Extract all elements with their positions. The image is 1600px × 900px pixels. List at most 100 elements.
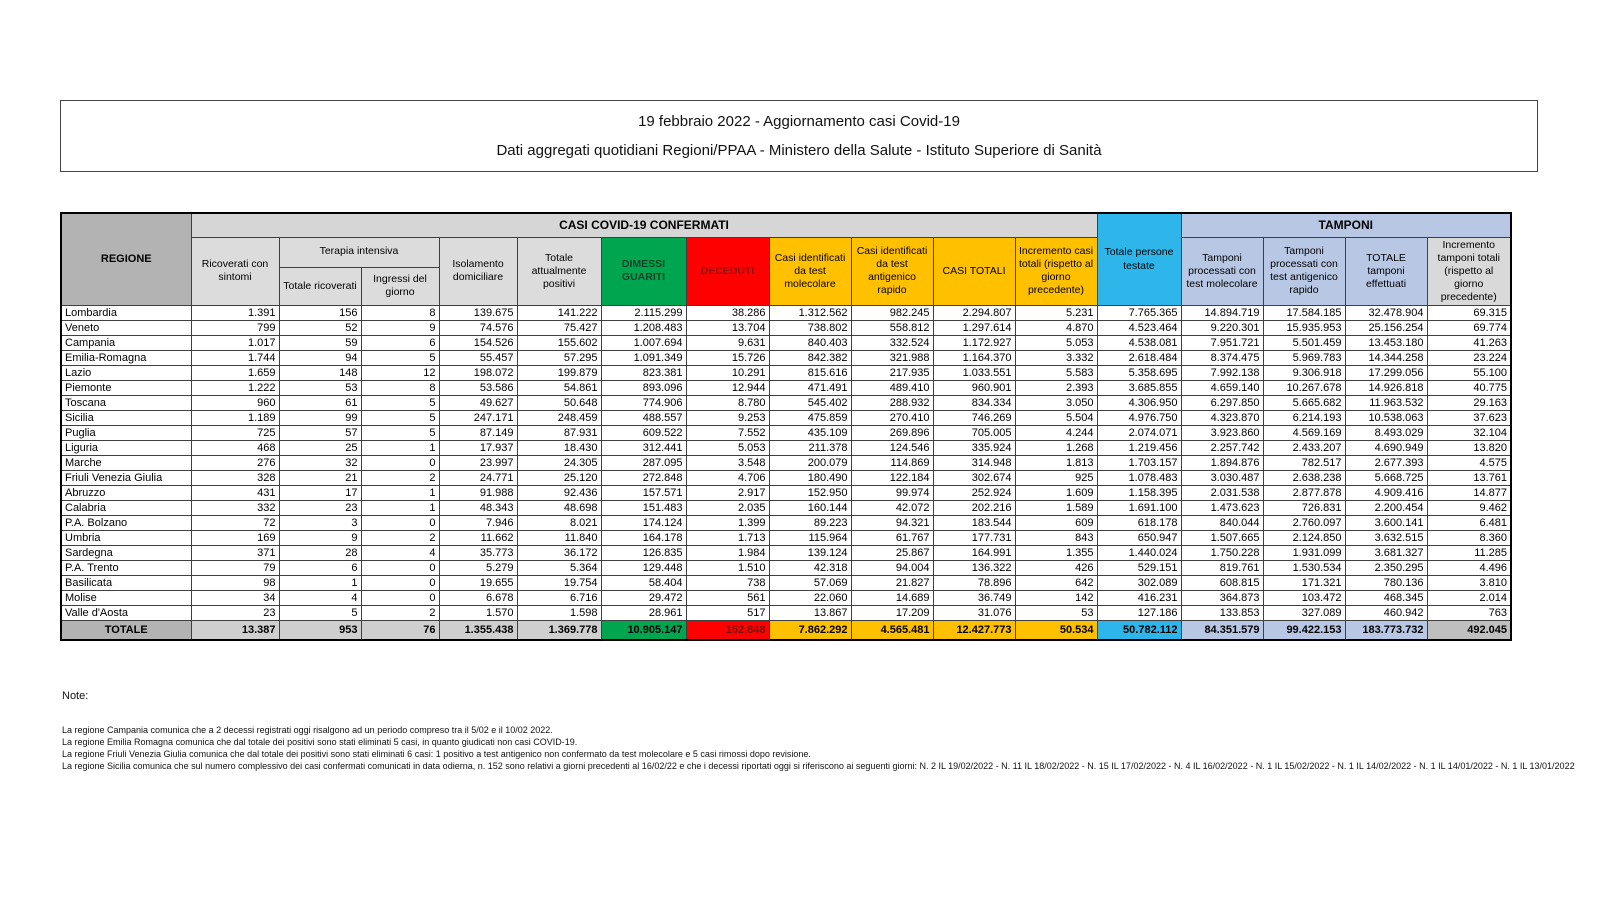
notes-section: Note: La regione Campania comunica che a… [62,690,1575,772]
data-cell: 9 [360,320,440,337]
data-cell: 7.765.365 [1096,305,1182,322]
data-cell: 517 [685,605,770,622]
data-cell: 6.214.193 [1262,410,1346,427]
data-cell: 2.760.097 [1262,515,1346,532]
data-cell: 1.530.534 [1262,560,1346,577]
data-cell: 3.923.860 [1180,425,1264,442]
data-cell: 58.404 [600,575,687,592]
region-cell: Puglia [60,425,192,442]
data-cell: 1.007.694 [600,335,687,352]
data-cell: 1.984 [685,545,770,562]
data-cell: 124.546 [850,440,934,457]
data-cell: 5.501.459 [1262,335,1346,352]
table-row: Abruzzo 431 17 1 91.988 92.436 157.571 2.917 152… [60,485,1512,502]
data-cell: 843 [1014,530,1098,547]
data-cell: 5.364 [516,560,602,577]
data-cell: 69.315 [1426,305,1512,322]
data-cell: 18.430 [516,440,602,457]
data-cell: 252.924 [932,485,1016,502]
data-cell: 6.716 [516,590,602,607]
data-cell: 6 [278,560,362,577]
col-header-dimessi-guariti: DIMESSI GUARITI [600,236,687,307]
data-cell: 545.402 [768,395,852,412]
data-cell: 371 [190,545,280,562]
data-cell: 25.867 [850,545,934,562]
data-cell: 3.810 [1426,575,1512,592]
data-cell: 17.584.185 [1262,305,1346,322]
data-cell: 5.668.725 [1344,470,1428,487]
data-cell: 1.894.876 [1180,455,1264,472]
data-cell: 2.115.299 [600,305,687,322]
region-cell: Campania [60,335,192,352]
col-header-incremento-casi-totali: Incremento casi totali (rispetto al gior… [1014,236,1098,307]
data-cell: 5 [360,425,440,442]
data-cell: 2 [360,530,440,547]
data-cell: 12.427.773 [932,620,1016,641]
data-cell: 9.306.918 [1262,365,1346,382]
data-cell: 4.323.870 [1180,410,1264,427]
data-cell: 4.870 [1014,320,1098,337]
data-cell: 14.877 [1426,485,1512,502]
data-cell: 94.004 [850,560,934,577]
data-cell: 3 [278,515,362,532]
data-cell: 726.831 [1262,500,1346,517]
data-cell: 3.600.141 [1344,515,1428,532]
table-row: Toscana 960 61 5 49.627 50.648 774.906 8.780 545… [60,395,1512,412]
data-cell: 183.544 [932,515,1016,532]
data-cell: 211.378 [768,440,852,457]
data-cell: 489.410 [850,380,934,397]
data-cell: 17 [278,485,362,502]
data-cell: 156 [278,305,362,322]
data-cell: 416.231 [1096,590,1182,607]
data-cell: 248.459 [516,410,602,427]
data-cell: 164.178 [600,530,687,547]
data-cell: 23.997 [438,455,518,472]
data-cell: 1.589 [1014,500,1098,517]
data-cell: 10.291 [685,365,770,382]
data-cell: 312.441 [600,440,687,457]
data-cell: 4.976.750 [1096,410,1182,427]
data-cell: 183.773.732 [1344,620,1428,641]
data-cell: 34 [190,590,280,607]
data-cell: 1 [360,440,440,457]
table-header: REGIONE CASI COVID-19 CONFERMATI Totale … [60,212,1512,307]
data-cell: 5.969.783 [1262,350,1346,367]
data-cell: 139.124 [768,545,852,562]
data-cell: 5 [360,395,440,412]
data-cell: 8.780 [685,395,770,412]
data-cell: 763 [1426,605,1512,622]
data-cell: 819.761 [1180,560,1264,577]
data-cell: 1.355 [1014,545,1098,562]
data-cell: 328 [190,470,280,487]
data-cell: 1.208.483 [600,320,687,337]
data-cell: 42.318 [768,560,852,577]
data-cell: 31.076 [932,605,1016,622]
data-cell: 35.773 [438,545,518,562]
data-cell: 642 [1014,575,1098,592]
data-cell: 5.053 [1014,335,1098,352]
data-cell: 335.924 [932,440,1016,457]
data-cell: 99.422.153 [1262,620,1346,641]
data-cell: 1.440.024 [1096,545,1182,562]
data-cell: 435.109 [768,425,852,442]
data-cell: 84.351.579 [1180,620,1264,641]
col-header-tamponi-antigenico: Tamponi processati con test antigenico r… [1262,236,1346,307]
data-cell: 28 [278,545,362,562]
data-cell: 4.706 [685,470,770,487]
data-cell: 13.704 [685,320,770,337]
data-cell: 4.565.481 [850,620,934,641]
note-line: La regione Sicilia comunica che sul nume… [62,761,1575,771]
data-cell: 4.244 [1014,425,1098,442]
data-cell: 55.457 [438,350,518,367]
data-cell: 1.033.551 [932,365,1016,382]
data-cell: 23.224 [1426,350,1512,367]
data-cell: 2.433.207 [1262,440,1346,457]
data-cell: 17.299.056 [1344,365,1428,382]
data-cell: 42.072 [850,500,934,517]
data-cell: 54.861 [516,380,602,397]
table-row: Sardegna 371 28 4 35.773 36.172 126.835 1.984 13… [60,545,1512,562]
table-row: Valle d'Aosta 23 5 2 1.570 1.598 28.961 517 13.8… [60,605,1512,622]
data-cell: 314.948 [932,455,1016,472]
header-group-row: REGIONE CASI COVID-19 CONFERMATI Totale … [60,212,1512,307]
data-cell: 1.570 [438,605,518,622]
